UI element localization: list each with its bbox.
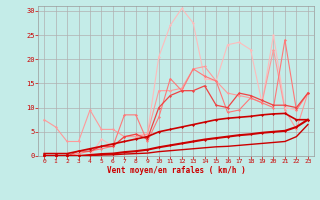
X-axis label: Vent moyen/en rafales ( km/h ): Vent moyen/en rafales ( km/h ) xyxy=(107,166,245,175)
